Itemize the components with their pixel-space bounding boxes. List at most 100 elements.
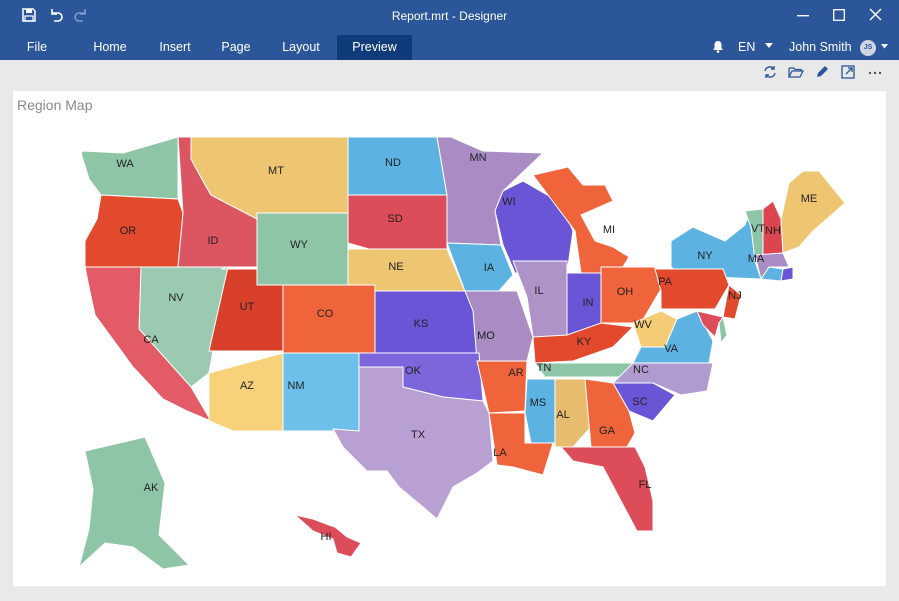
notifications-button[interactable] [712,35,724,60]
bottom-margin [0,588,899,601]
state-label-tn: TN [537,362,552,374]
state-label-az: AZ [240,380,254,392]
state-label-ms: MS [530,397,547,409]
state-label-va: VA [664,343,679,355]
tab-layout[interactable]: Layout [282,40,320,54]
state-oh[interactable] [600,266,662,324]
state-hi[interactable] [293,514,362,558]
more-options-button[interactable] [866,65,884,83]
region-map: WA OR ID MT ND MN WI MI NY VT NH ME MA NV UT WY SD NE IA IL… [78,136,846,570]
state-label-sd: SD [387,213,402,225]
redo-button[interactable] [70,6,92,28]
state-label-wi: WI [502,196,515,208]
state-label-or: OR [120,225,137,237]
state-label-me: ME [801,193,818,205]
state-nj[interactable] [722,284,742,320]
report-title: Region Map [17,97,93,113]
state-label-nh: NH [765,225,781,237]
state-ak[interactable] [78,436,191,570]
minimize-button[interactable] [788,4,818,30]
chevron-down-icon [765,40,773,54]
state-ma[interactable] [754,252,790,281]
title-bar: Report.mrt - Designer [0,0,899,35]
state-label-mn: MN [469,152,486,164]
undo-button[interactable] [45,6,67,28]
state-label-ak: AK [144,482,159,494]
tab-page[interactable]: Page [221,40,251,54]
state-ri[interactable] [780,266,794,282]
language-label: EN [738,40,756,54]
state-label-hi: HI [321,531,332,543]
state-label-ky: KY [577,336,592,348]
state-label-wv: WV [634,319,652,331]
edit-button[interactable] [813,65,831,83]
avatar[interactable]: JS [860,40,876,56]
save-button[interactable] [18,6,40,28]
state-label-wa: WA [116,158,134,170]
state-label-nd: ND [385,157,401,169]
tab-file[interactable]: File [26,40,48,54]
state-label-ca: CA [143,334,159,346]
language-selector[interactable]: EN [738,35,755,60]
state-pa[interactable] [654,268,730,310]
state-label-vt: VT [751,223,765,235]
report-page: Region Map WA OR ID MT ND MN WI MI NY VT NH ME MA NV U… [13,91,886,586]
state-label-nm: NM [287,380,304,392]
state-label-tx: TX [411,429,426,441]
state-az[interactable] [208,352,284,432]
state-label-nj: NJ [728,290,741,302]
fullscreen-icon [840,64,856,85]
state-me[interactable] [780,170,846,254]
tab-home[interactable]: Home [93,40,127,54]
undo-icon [48,7,64,28]
state-la[interactable] [488,412,554,476]
state-ms[interactable] [524,378,556,444]
state-label-ks: KS [414,318,429,330]
state-label-co: CO [317,308,334,320]
user-menu[interactable]: John Smith [789,35,852,60]
open-button[interactable] [787,65,805,83]
refresh-button[interactable] [761,65,779,83]
close-button[interactable] [860,4,890,30]
state-md[interactable] [696,310,724,338]
state-label-ia: IA [484,262,495,274]
minimize-icon [797,8,809,26]
state-label-oh: OH [617,286,634,298]
preview-toolbar [0,60,899,88]
user-name: John Smith [789,40,852,54]
state-label-ny: NY [697,250,713,262]
language-dropdown-button[interactable] [765,35,773,60]
folder-open-icon [788,64,805,85]
state-label-mo: MO [477,330,495,342]
state-label-ma: MA [748,253,765,265]
state-nm[interactable] [282,352,360,432]
state-label-il: IL [534,285,543,297]
state-label-ar: AR [508,367,523,379]
state-label-nc: NC [633,364,649,376]
user-dropdown-button[interactable] [881,35,888,60]
fullscreen-button[interactable] [839,64,857,85]
state-label-fl: FL [639,479,652,491]
tab-insert[interactable]: Insert [159,40,191,54]
state-tx[interactable] [332,366,494,520]
save-icon [21,7,37,28]
maximize-button[interactable] [824,4,854,30]
state-label-la: LA [493,447,507,459]
state-fl[interactable] [559,446,654,532]
state-label-mi: MI [603,224,615,236]
bell-icon [712,40,724,54]
more-icon [867,64,883,85]
state-label-ga: GA [599,425,616,437]
state-al[interactable] [554,378,592,448]
state-label-pa: PA [658,276,673,288]
state-label-id: ID [208,235,219,247]
close-icon [868,8,882,26]
state-ia[interactable] [446,242,514,292]
state-label-wy: WY [290,239,308,251]
refresh-icon [762,64,778,85]
chevron-down-icon [881,40,888,54]
tab-preview[interactable]: Preview [337,35,412,60]
window-title: Report.mrt - Designer [391,9,508,23]
state-ca[interactable] [84,266,213,423]
state-label-sc: SC [632,396,647,408]
